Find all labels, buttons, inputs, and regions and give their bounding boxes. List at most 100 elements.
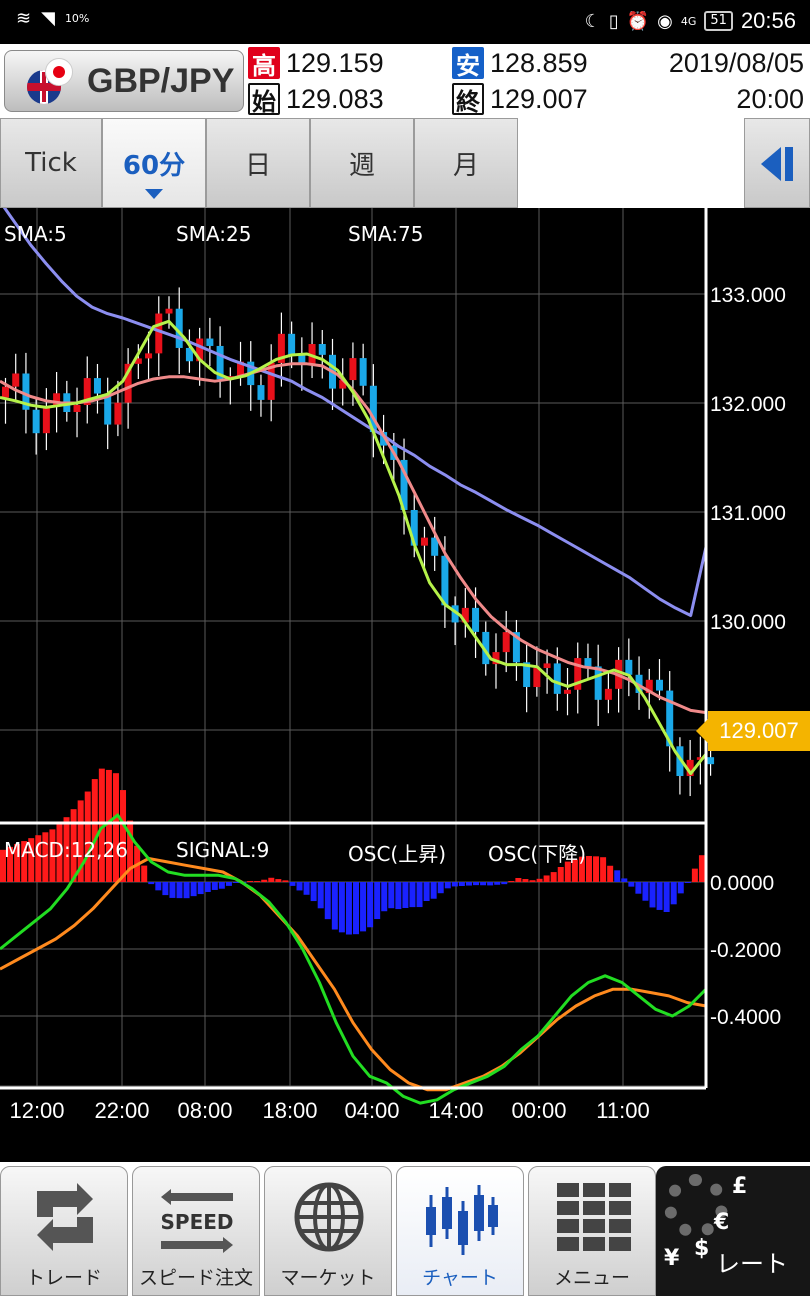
close-value: 129.007 — [490, 83, 588, 114]
osc-bar — [670, 882, 677, 905]
osc-bar — [148, 882, 155, 885]
currency-pair-button[interactable]: GBP/JPY — [4, 50, 244, 112]
nav-chart[interactable]: チャート — [396, 1166, 524, 1296]
osc-bar — [409, 882, 416, 908]
osc-bar — [275, 879, 282, 882]
candle-body — [410, 509, 418, 546]
osc-bar — [35, 835, 42, 882]
candle-body — [400, 459, 408, 510]
currency-pair-label: GBP/JPY — [87, 61, 235, 100]
osc-bar — [656, 882, 663, 910]
gbp-jpy-flag-icon — [27, 58, 73, 104]
candle-body — [12, 373, 20, 387]
osc-bar — [105, 769, 112, 882]
time-axis-label: 18:00 — [262, 1098, 317, 1123]
osc-bar — [21, 841, 28, 882]
osc-bar — [494, 882, 501, 885]
legend-sma25: SMA:25 — [176, 222, 252, 246]
osc-bar — [112, 773, 119, 882]
osc-bar — [430, 882, 437, 899]
osc-bar — [324, 882, 331, 920]
vibrate-icon: ▯ — [608, 10, 619, 32]
osc-bar — [303, 882, 310, 895]
tab-60min[interactable]: 60分 — [102, 118, 206, 208]
osc-bar — [247, 880, 254, 882]
candle-body — [155, 313, 163, 354]
candle-body — [380, 432, 388, 446]
quote-header: GBP/JPY 高 129.159 始 129.083 安 128.859 終 … — [0, 44, 810, 118]
candle-body — [53, 393, 61, 407]
osc-bar — [571, 859, 578, 882]
candle-body — [206, 338, 214, 346]
candle-body — [584, 658, 592, 667]
candle-body — [369, 385, 377, 433]
yen-icon: ¥ — [664, 1246, 680, 1271]
osc-bar — [564, 861, 571, 882]
candle-body — [553, 663, 561, 694]
osc-bar — [508, 881, 515, 883]
osc-bar — [585, 856, 592, 882]
battery-saver-indicator: 10% — [64, 12, 90, 25]
nav-market[interactable]: マーケット — [264, 1166, 392, 1296]
nav-speed-order[interactable]: SPEED スピード注文 — [132, 1166, 260, 1296]
osc-bar — [614, 870, 621, 882]
nav-rate[interactable]: £ € $ ¥ レート — [656, 1166, 810, 1296]
candle-body — [2, 386, 9, 398]
globe-icon — [294, 1182, 364, 1252]
osc-bar — [663, 882, 670, 912]
time-axis-label: 14:00 — [428, 1098, 483, 1123]
tab-month[interactable]: 月 — [414, 118, 518, 208]
axis-labels: 133.000 132.000 131.000 130.000 0.0000 -0.200… — [9, 284, 785, 1123]
candle-body — [594, 666, 602, 700]
candle-body — [216, 345, 224, 380]
osc-bar — [381, 882, 388, 912]
candle-body — [288, 333, 296, 355]
indicator-lines — [0, 208, 708, 1105]
osc-bar — [691, 868, 698, 882]
osc-bar — [268, 877, 275, 882]
nav-menu[interactable]: メニュー — [528, 1166, 656, 1296]
chart-area[interactable]: 133.000 132.000 131.000 130.000 0.0000 -0.200… — [0, 208, 810, 1138]
tab-label: 日 — [244, 150, 271, 181]
tab-day[interactable]: 日 — [206, 118, 310, 208]
close-quote: 終 129.007 — [452, 82, 588, 116]
osc-bar — [480, 882, 487, 886]
chart-frame — [0, 208, 708, 1090]
eye-icon: ◉ — [657, 10, 673, 32]
candle-body — [604, 688, 612, 700]
osc-bar — [451, 882, 458, 887]
osc-bar — [7, 846, 14, 882]
candle-body — [574, 658, 582, 690]
candlestick-chart-icon — [426, 1185, 498, 1255]
time-axis-label: 12:00 — [9, 1098, 64, 1123]
osc-bar — [458, 882, 465, 887]
osc-bar — [607, 865, 614, 882]
caret-down-icon — [145, 189, 163, 199]
tab-tick[interactable]: Tick — [0, 118, 102, 208]
osc-bar — [543, 875, 550, 882]
collapse-panel-button[interactable] — [744, 118, 810, 208]
tab-week[interactable]: 週 — [310, 118, 414, 208]
osc-bar — [331, 882, 338, 930]
network-type: 4G — [680, 14, 697, 28]
osc-bar — [183, 882, 190, 899]
osc-bar — [578, 856, 585, 882]
osc-bar — [345, 882, 352, 935]
osc-bar — [677, 882, 684, 894]
candle-body — [267, 362, 275, 400]
candle-body — [523, 662, 531, 688]
open-label: 始 — [248, 83, 280, 116]
nav-trade[interactable]: トレード — [0, 1166, 128, 1296]
osc-bar — [698, 855, 705, 882]
osc-bar — [28, 838, 35, 882]
grid-lines — [0, 208, 706, 1088]
close-label: 終 — [452, 83, 484, 116]
price-chart[interactable]: 133.000 132.000 131.000 130.000 0.0000 -0.200… — [0, 208, 810, 1138]
candle-body — [32, 409, 40, 434]
dollar-icon: $ — [694, 1236, 710, 1261]
osc-bar — [141, 865, 148, 882]
candle-body — [359, 358, 367, 386]
candle-body — [707, 757, 715, 765]
osc-bar — [282, 880, 289, 882]
quote-time: 20:00 — [736, 84, 804, 114]
